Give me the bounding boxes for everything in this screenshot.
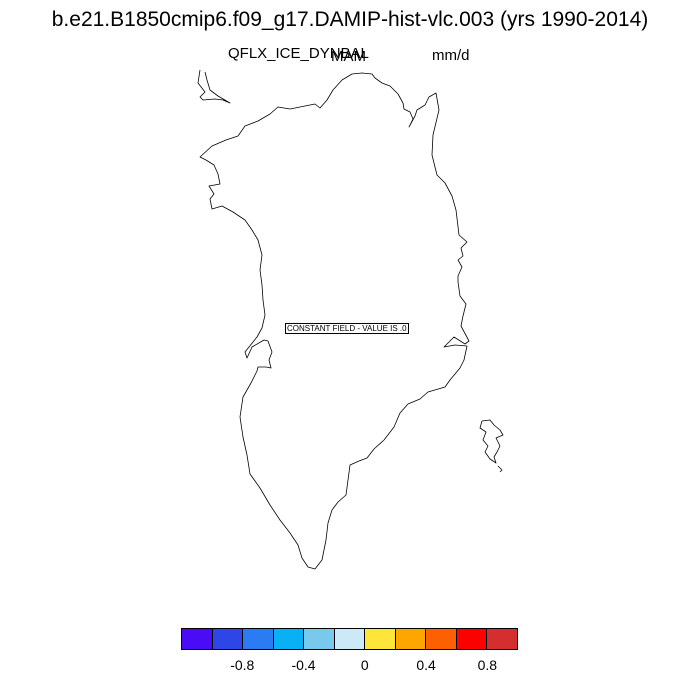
colorbar-segment bbox=[212, 629, 244, 649]
east-island-outline bbox=[479, 419, 504, 464]
east-island-fragment bbox=[497, 465, 503, 473]
colorbar-segment bbox=[334, 629, 366, 649]
colorbar-segment bbox=[395, 629, 427, 649]
north-coast-fragment bbox=[197, 69, 231, 104]
plot-title: b.e21.B1850cmip6.f09_g17.DAMIP-hist-vlc.… bbox=[51, 8, 649, 31]
colorbar-tick-label: 0.8 bbox=[477, 657, 498, 673]
colorbar-segment bbox=[426, 629, 457, 649]
colorbar-segment bbox=[182, 629, 213, 649]
colorbar-segment bbox=[456, 629, 488, 649]
colorbar bbox=[181, 628, 518, 650]
season-label: MAM bbox=[331, 48, 366, 65]
variable-label: QFLX_ICE_DYNBAL bbox=[228, 45, 369, 62]
colorbar-tick-label: -0.4 bbox=[291, 657, 316, 673]
units-label: mm/d bbox=[432, 47, 470, 64]
colorbar-segment bbox=[243, 629, 274, 649]
colorbar-tick-label: 0.4 bbox=[416, 657, 436, 673]
colorbar-tick-label: -0.8 bbox=[230, 657, 255, 673]
colorbar-segment bbox=[487, 629, 518, 649]
constant-field-message: CONSTANT FIELD - VALUE IS .0 bbox=[285, 323, 409, 334]
greenland-coastline bbox=[199, 72, 470, 570]
colorbar-tick-label: 0 bbox=[360, 657, 369, 673]
colorbar-segment bbox=[304, 629, 335, 649]
colorbar-segment bbox=[273, 629, 305, 649]
colorbar-segment bbox=[365, 629, 396, 649]
